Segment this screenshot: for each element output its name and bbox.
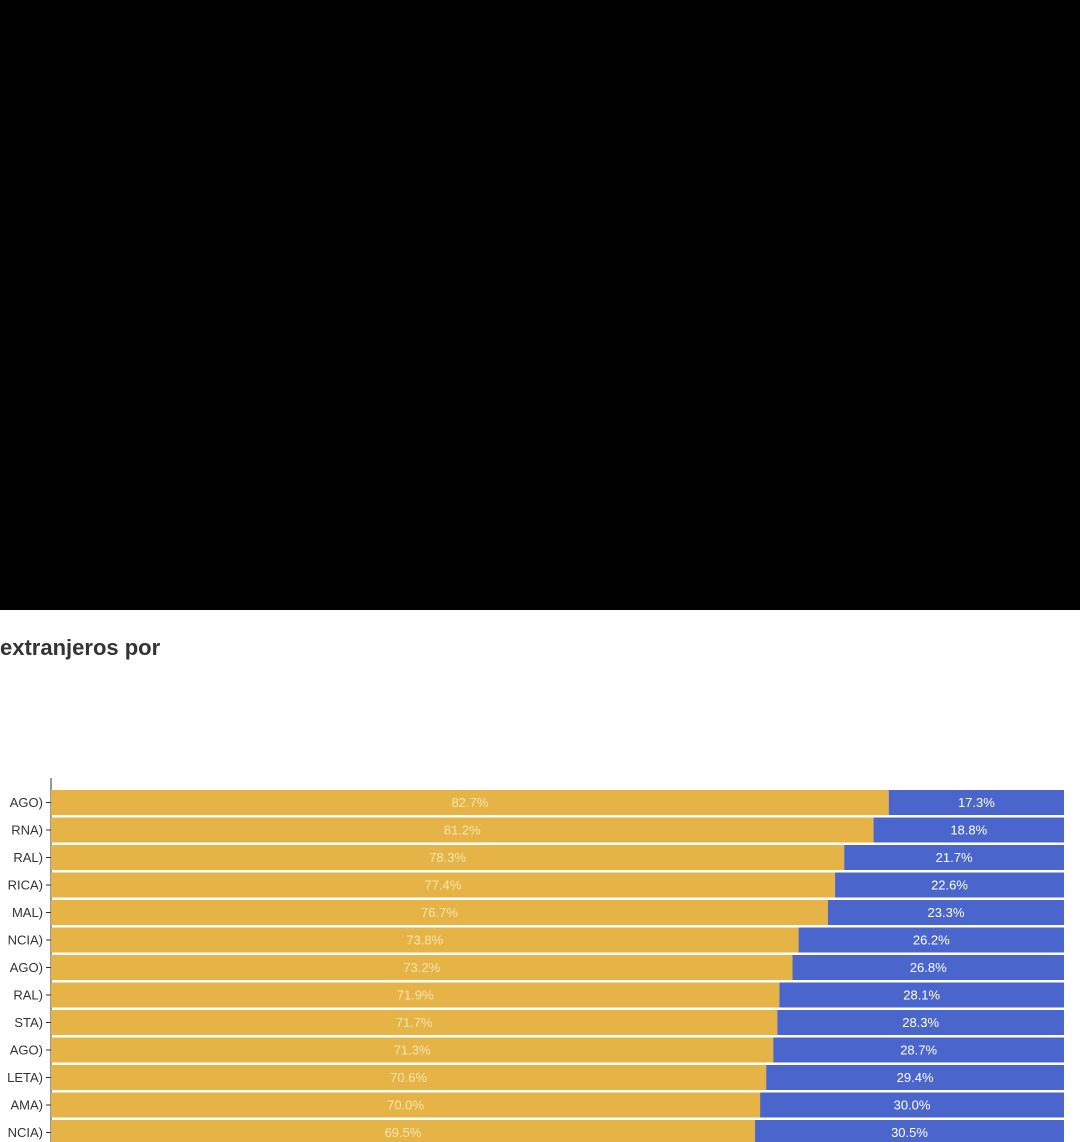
data-label-a: 71.9% — [397, 988, 434, 1003]
data-label-b: 29.4% — [897, 1070, 934, 1085]
y-tick-label: AGO) — [10, 1043, 43, 1058]
y-tick-label: RICA) — [8, 878, 43, 893]
bar-segment-a — [51, 1120, 756, 1142]
bar-segment-b — [766, 1065, 1064, 1090]
y-tick-label: NCIA) — [8, 1125, 43, 1140]
bars-group: 82.7% 17.3% 81.2% 18.8% 78.3% 21.7% 77.4% 22.6%… — [51, 790, 1064, 1142]
bar-segment-a — [51, 927, 799, 953]
bar-segment-b — [760, 1092, 1064, 1118]
chart-title: extranjeros por — [0, 635, 161, 660]
bar-segment-a — [51, 1010, 778, 1035]
bar-segment-a — [51, 1037, 774, 1063]
bar-segment-a — [51, 872, 836, 898]
y-tick-label: RAL) — [13, 850, 43, 865]
data-label-a: 76.7% — [421, 905, 458, 920]
y-tick-label: AMA) — [11, 1098, 44, 1113]
data-label-a: 82.7% — [451, 795, 488, 810]
bar-segment-a — [51, 817, 874, 843]
y-tick-label: AGO) — [10, 960, 43, 975]
bar-segment-b — [755, 1120, 1064, 1142]
y-tick-label: MAL) — [12, 905, 43, 920]
data-label-a: 70.6% — [390, 1070, 427, 1085]
bar-segment-a — [51, 982, 780, 1008]
data-label-b: 26.2% — [913, 933, 950, 948]
bar-segment-a — [51, 955, 793, 980]
chart-panel: extranjeros por AGO) RNA) RAL) RICA) MAL) NCI… — [0, 610, 1080, 1142]
bar-segment-b — [773, 1037, 1064, 1063]
data-label-b: 28.7% — [900, 1043, 937, 1058]
data-label-b: 28.1% — [903, 988, 940, 1003]
data-label-b: 17.3% — [958, 795, 995, 810]
bar-segment-a — [51, 790, 889, 815]
bar-segment-b — [873, 817, 1064, 843]
data-label-b: 30.0% — [894, 1098, 931, 1113]
bar-segment-a — [51, 900, 828, 925]
bar-segment-b — [798, 927, 1064, 953]
data-label-a: 77.4% — [425, 878, 462, 893]
data-label-a: 71.7% — [396, 1015, 433, 1030]
data-label-a: 73.8% — [406, 933, 443, 948]
data-label-a: 70.0% — [387, 1098, 424, 1113]
data-label-b: 21.7% — [936, 850, 973, 865]
data-label-b: 23.3% — [928, 905, 965, 920]
data-label-b: 22.6% — [931, 878, 968, 893]
y-tick-label: RNA) — [11, 823, 43, 838]
y-axis: AGO) RNA) RAL) RICA) MAL) NCIA) AGO) RAL) STA) AG… — [7, 778, 52, 1142]
bar-segment-a — [51, 1065, 767, 1090]
data-label-a: 69.5% — [385, 1125, 422, 1140]
bar-segment-b — [844, 845, 1064, 870]
data-label-b: 28.3% — [902, 1015, 939, 1030]
y-tick-label: RAL) — [13, 988, 43, 1003]
data-label-a: 81.2% — [444, 823, 481, 838]
y-tick-label: LETA) — [7, 1070, 43, 1085]
data-label-b: 18.8% — [950, 823, 987, 838]
bar-segment-b — [827, 900, 1064, 925]
bar-segment-b — [888, 790, 1064, 815]
y-tick-label: STA) — [14, 1015, 43, 1030]
data-label-b: 26.8% — [910, 960, 947, 975]
y-tick-label: NCIA) — [8, 933, 43, 948]
data-label-a: 73.2% — [403, 960, 440, 975]
stacked-bar-chart: AGO) RNA) RAL) RICA) MAL) NCIA) AGO) RAL) STA) AG… — [7, 778, 1064, 1142]
data-label-b: 30.5% — [891, 1125, 928, 1140]
bar-segment-a — [51, 1092, 761, 1118]
data-label-a: 71.3% — [394, 1043, 431, 1058]
bar-segment-b — [779, 982, 1064, 1008]
y-tick-label: AGO) — [10, 795, 43, 810]
bar-segment-b — [777, 1010, 1064, 1035]
bar-segment-a — [51, 845, 845, 870]
data-label-a: 78.3% — [429, 850, 466, 865]
bar-segment-b — [835, 872, 1064, 898]
bar-segment-b — [792, 955, 1064, 980]
